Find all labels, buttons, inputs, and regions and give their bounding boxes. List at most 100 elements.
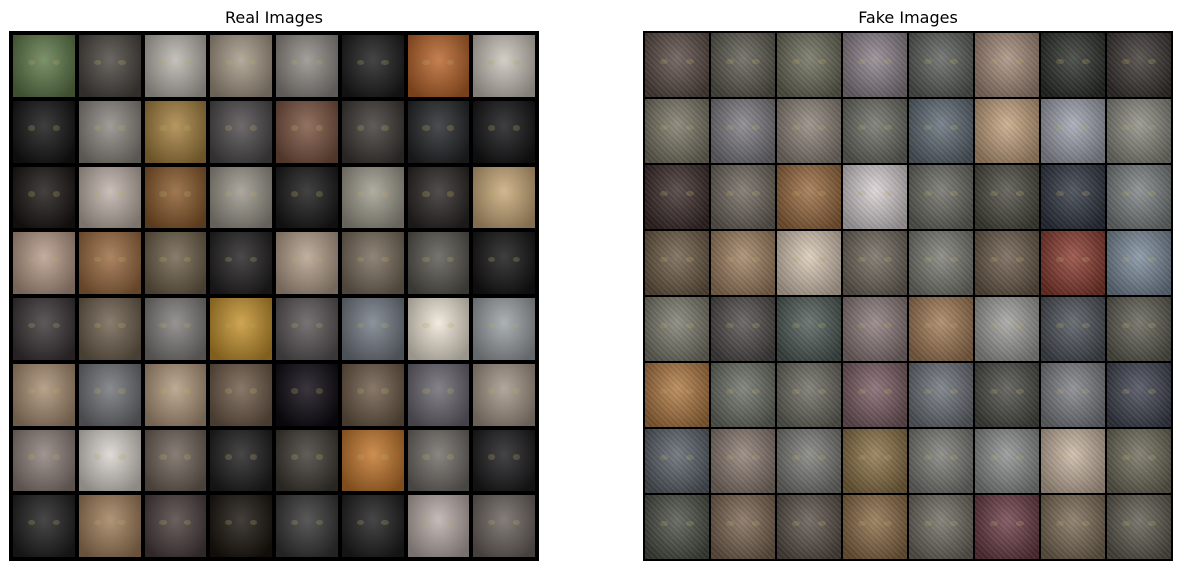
fake-cat-image-tile (975, 297, 1039, 361)
fake-cat-eye-shape (1081, 124, 1090, 131)
fake-cat-eye-shape (1081, 256, 1090, 263)
fake-cat-image-tile (975, 33, 1039, 97)
fake-cat-image-tile (975, 231, 1039, 295)
fake-cat-eye-shape (1015, 322, 1024, 329)
real-cat-image-tile (473, 166, 535, 229)
fake-cat-image-tile (777, 165, 841, 229)
real-images-title: Real Images (224, 8, 324, 27)
fake-cat-eye-shape (817, 388, 826, 395)
real-cat-eye-shape (315, 322, 323, 329)
fake-cat-eye-shape (726, 388, 735, 395)
fake-cat-eye-shape (990, 124, 999, 131)
real-cat-image-tile (276, 232, 338, 294)
real-cat-eye-shape (93, 256, 101, 263)
real-cat-eye-shape (249, 125, 258, 131)
fake-cat-eye-shape (1015, 124, 1024, 131)
fake-cat-eye-shape (685, 58, 694, 65)
real-cat-eye-shape (290, 322, 299, 329)
fake-cat-image-tile (711, 231, 775, 295)
fake-cat-image-tile (777, 495, 841, 559)
fake-cat-image-tile (645, 495, 709, 559)
fake-cat-eye-shape (949, 322, 958, 329)
fake-cat-image-tile (645, 297, 709, 361)
real-cat-image-tile (473, 298, 535, 360)
real-cat-eye-shape (118, 256, 126, 263)
fake-cat-image-tile (777, 297, 841, 361)
real-cat-eye-shape (93, 191, 101, 197)
fake-cat-eye-shape (924, 388, 933, 395)
fake-cat-eye-shape (817, 190, 826, 197)
real-cat-eye-shape (512, 125, 521, 131)
fake-cat-eye-shape (792, 256, 801, 263)
real-cat-eye-shape (27, 388, 36, 394)
real-cat-eye-shape (27, 454, 36, 460)
fake-cat-eye-shape (1056, 388, 1065, 395)
fake-cat-image-tile (1041, 99, 1105, 163)
fake-cat-image-tile (909, 231, 973, 295)
fake-cat-eye-shape (924, 256, 933, 263)
fake-cat-eye-shape (1015, 388, 1024, 395)
fake-cat-eye-shape (949, 388, 958, 395)
real-cat-eye-shape (447, 454, 455, 460)
real-cat-image-tile (276, 363, 338, 426)
real-cat-eye-shape (315, 59, 323, 66)
fake-cat-eye-shape (1081, 520, 1090, 527)
real-cat-eye-shape (315, 454, 323, 460)
real-cat-image-tile (210, 363, 272, 426)
fake-cat-image-tile (1041, 429, 1105, 493)
real-cat-image-tile (210, 495, 272, 557)
real-cat-eye-shape (225, 125, 233, 131)
fake-cat-eye-shape (924, 58, 933, 65)
fake-cat-eye-shape (858, 58, 867, 65)
real-cat-eye-shape (118, 454, 126, 460)
real-cat-image-tile (13, 363, 75, 426)
real-cat-image-tile (13, 495, 75, 557)
real-cat-eye-shape (184, 59, 192, 66)
fake-cat-eye-shape (1147, 190, 1156, 197)
fake-cat-image-tile (975, 165, 1039, 229)
fake-cat-eye-shape (1147, 388, 1156, 395)
fake-cat-eye-shape (726, 190, 735, 197)
real-cat-image-tile (341, 429, 404, 492)
fake-cat-eye-shape (858, 520, 867, 527)
real-cat-image-tile (341, 232, 404, 294)
real-cat-eye-shape (118, 191, 126, 197)
real-cat-eye-shape (225, 454, 233, 460)
fake-cat-image-tile (1107, 99, 1171, 163)
fake-cat-eye-shape (990, 454, 999, 461)
fake-cat-image-tile (711, 99, 775, 163)
real-cat-eye-shape (249, 454, 258, 460)
fake-cat-eye-shape (1056, 454, 1065, 461)
real-cat-eye-shape (93, 59, 101, 66)
fake-cat-eye-shape (949, 256, 958, 263)
fake-cat-image-tile (909, 33, 973, 97)
fake-cat-eye-shape (924, 454, 933, 461)
real-cat-image-tile (407, 429, 470, 492)
real-cat-eye-shape (356, 191, 364, 197)
real-cat-eye-shape (159, 59, 167, 66)
real-cat-image-tile (407, 363, 470, 426)
real-cat-eye-shape (447, 191, 455, 197)
real-cat-image-tile (341, 495, 404, 557)
fake-cat-image-tile (711, 297, 775, 361)
fake-cat-eye-shape (751, 322, 760, 329)
fake-cat-image-tile (843, 495, 907, 559)
real-cat-image-tile (78, 100, 141, 163)
real-cat-image-tile (407, 298, 470, 360)
real-cat-eye-shape (488, 519, 496, 526)
real-cat-image-tile (407, 232, 470, 294)
real-cat-eye-shape (488, 59, 496, 66)
real-cat-eye-shape (27, 191, 36, 197)
real-cat-eye-shape (249, 59, 258, 66)
real-cat-image-tile (144, 100, 207, 163)
fake-cat-eye-shape (751, 256, 760, 263)
real-cat-eye-shape (488, 388, 496, 394)
real-cat-eye-shape (447, 256, 455, 263)
fake-cat-image-tile (1041, 495, 1105, 559)
real-cat-eye-shape (447, 388, 455, 394)
real-cat-image-tile (473, 35, 535, 97)
fake-cat-eye-shape (858, 388, 867, 395)
fake-cat-eye-shape (792, 124, 801, 131)
real-cat-eye-shape (27, 519, 36, 526)
fake-cat-eye-shape (751, 388, 760, 395)
